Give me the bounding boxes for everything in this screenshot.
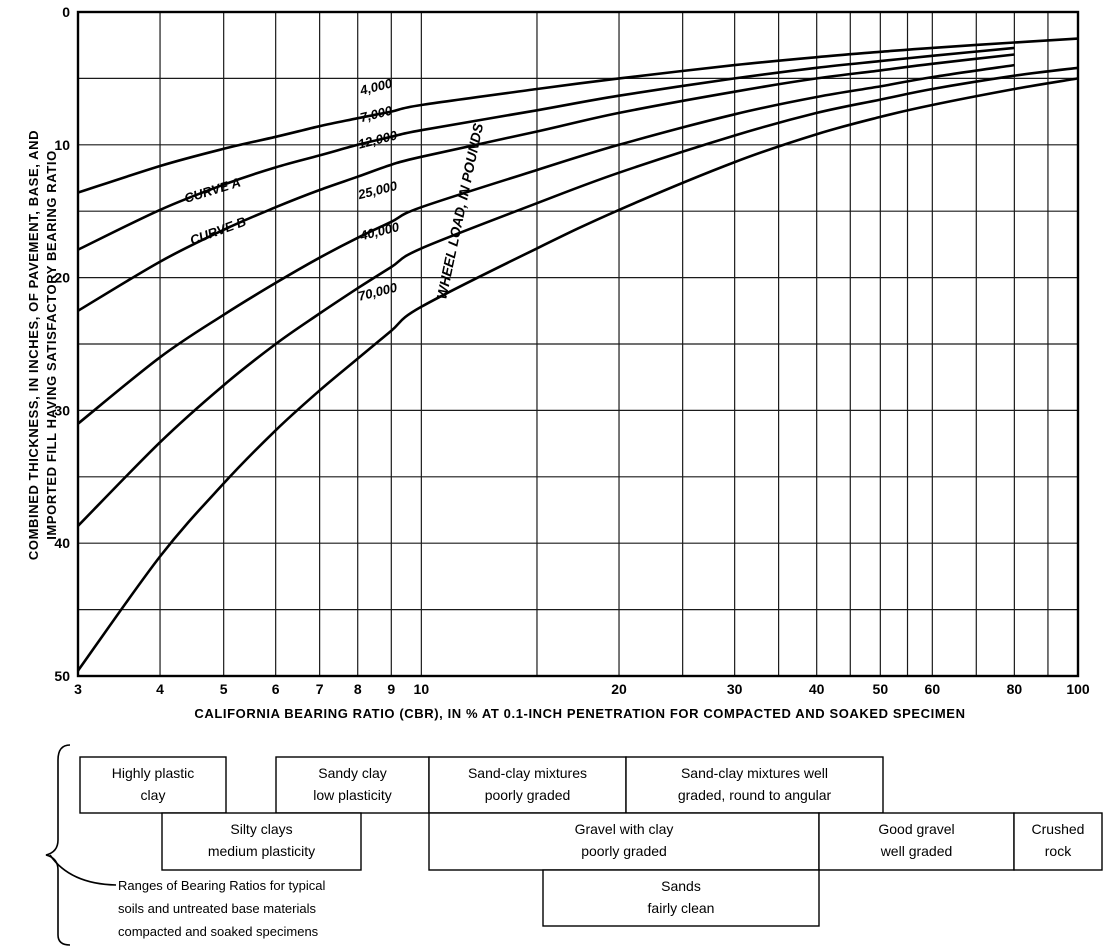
series-line-25000	[77, 63, 1015, 425]
soil-range-label: Good gravel	[878, 821, 954, 837]
soil-note-line-1: Ranges of Bearing Ratios for typical	[118, 878, 325, 893]
soil-range-label: Sands	[661, 878, 701, 894]
soil-range-label: Sandy clay	[318, 765, 386, 781]
soil-range-outline	[428, 756, 627, 814]
x-tick-label: 9	[387, 681, 395, 697]
soil-range-label: Sand-clay mixtures	[468, 765, 587, 781]
soil-range-label: fairly clean	[648, 900, 715, 916]
soil-range-label: clay	[141, 787, 166, 803]
y-tick-labels: 0 10 20 30 40 50	[54, 4, 70, 684]
x-tick-label: 80	[1007, 681, 1023, 697]
soil-range-label: poorly graded	[485, 787, 571, 803]
soil-range-box: Gravel with clay poorly graded	[428, 812, 820, 871]
x-tick-label: 30	[727, 681, 743, 697]
x-tick-label: 10	[414, 681, 430, 697]
soil-range-outline	[79, 756, 227, 814]
soil-range-outline	[161, 812, 362, 871]
curve-b-label: CURVE B	[188, 214, 248, 248]
soil-range-outline	[1013, 812, 1103, 871]
y-axis-title-line-1: COMBINED THICKNESS, IN INCHES, OF PAVEME…	[26, 130, 41, 560]
x-tick-label: 40	[809, 681, 825, 697]
soil-range-outline	[275, 756, 430, 814]
x-tick-label: 6	[272, 681, 280, 697]
soil-range-box: Sand-clay mixtures poorly graded	[428, 756, 627, 814]
soil-range-label: graded, round to angular	[678, 787, 832, 803]
x-tick-label: 100	[1066, 681, 1090, 697]
soil-range-box: Sands fairly clean	[542, 869, 820, 927]
y-tick-label: 40	[54, 535, 70, 551]
soil-note-line-3: compacted and soaked specimens	[118, 924, 319, 939]
y-axis-title-line-2: IMPORTED FILL HAVING SATISFACTORY BEARIN…	[44, 150, 59, 540]
soil-range-label: Crushed	[1032, 821, 1085, 837]
soil-note-line-2: soils and untreated base materials	[118, 901, 317, 916]
soil-range-label: medium plasticity	[208, 843, 315, 859]
series-label-12000: 12,000	[356, 127, 399, 151]
soil-range-outline	[625, 756, 884, 814]
soil-range-box: Sandy clay low plasticity	[275, 756, 430, 814]
soil-range-outline	[542, 869, 820, 927]
soil-range-outline	[428, 812, 820, 871]
soil-range-label: low plasticity	[313, 787, 392, 803]
series-line-40000	[77, 66, 1079, 527]
soil-range-box: Crushed rock	[1013, 812, 1103, 871]
x-tick-label: 5	[220, 681, 228, 697]
plot-frame	[76, 10, 1080, 678]
series-line-12000	[77, 53, 1015, 312]
soil-range-label: well graded	[880, 843, 953, 859]
curve-a-label: CURVE A	[182, 175, 242, 206]
soil-range-box: Silty clays medium plasticity	[161, 812, 362, 871]
x-tick-label: 60	[925, 681, 941, 697]
soil-range-label: rock	[1045, 843, 1072, 859]
soil-range-label: Sand-clay mixtures well	[681, 765, 828, 781]
x-tick-label: 8	[354, 681, 362, 697]
series-label-70000: 70,000	[356, 279, 399, 303]
series-label-25000: 25,000	[355, 178, 399, 203]
series-line-4000	[77, 37, 1079, 194]
series-label-7000: 7,000	[358, 102, 394, 125]
soil-ranges: Highly plastic clay Sandy clay low plastici…	[79, 756, 1103, 927]
x-axis-title: CALIFORNIA BEARING RATIO (CBR), IN % AT …	[194, 706, 965, 721]
soil-range-label: Highly plastic	[112, 765, 194, 781]
y-tick-label: 30	[54, 402, 70, 418]
soil-range-box: Good gravel well graded	[818, 812, 1015, 871]
series-line-70000	[76, 77, 1079, 672]
series-line-7000	[77, 46, 1015, 251]
soil-range-label: Silty clays	[230, 821, 292, 837]
x-tick-label: 7	[316, 681, 324, 697]
soil-note-leader	[49, 854, 117, 886]
y-tick-label: 20	[54, 270, 70, 286]
series-label-40000: 40,000	[357, 219, 401, 244]
x-tick-label: 3	[74, 681, 82, 697]
soil-range-label: Gravel with clay	[575, 821, 674, 837]
soil-range-box: Sand-clay mixtures well graded, round to …	[625, 756, 884, 814]
wheel-load-curves	[76, 37, 1079, 672]
y-tick-label: 0	[62, 4, 70, 20]
x-tick-label: 50	[873, 681, 889, 697]
soil-range-label: poorly graded	[581, 843, 667, 859]
soil-range-box: Highly plastic clay	[79, 756, 227, 814]
soil-range-outline	[818, 812, 1015, 871]
y-tick-label: 10	[54, 137, 70, 153]
x-tick-label: 4	[156, 681, 164, 697]
soil-ranges-brace	[45, 744, 71, 946]
grid	[77, 11, 1079, 677]
y-tick-label: 50	[54, 668, 70, 684]
x-tick-labels: 3 4 5 6 7 8 9 10 20 30 40 50 60 80 100	[74, 681, 1090, 697]
x-tick-label: 20	[611, 681, 627, 697]
